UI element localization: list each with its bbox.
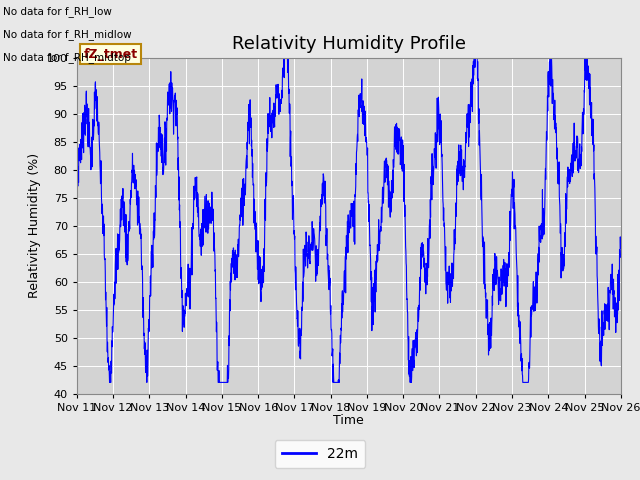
Text: No data for f_RH_midtop: No data for f_RH_midtop — [3, 52, 131, 63]
Y-axis label: Relativity Humidity (%): Relativity Humidity (%) — [28, 153, 41, 298]
Text: fZ_tmet: fZ_tmet — [83, 48, 138, 60]
Text: No data for f_RH_low: No data for f_RH_low — [3, 6, 112, 17]
X-axis label: Time: Time — [333, 414, 364, 427]
Legend: 22m: 22m — [275, 440, 365, 468]
Text: No data for f_RH_midlow: No data for f_RH_midlow — [3, 29, 132, 40]
Title: Relativity Humidity Profile: Relativity Humidity Profile — [232, 35, 466, 53]
